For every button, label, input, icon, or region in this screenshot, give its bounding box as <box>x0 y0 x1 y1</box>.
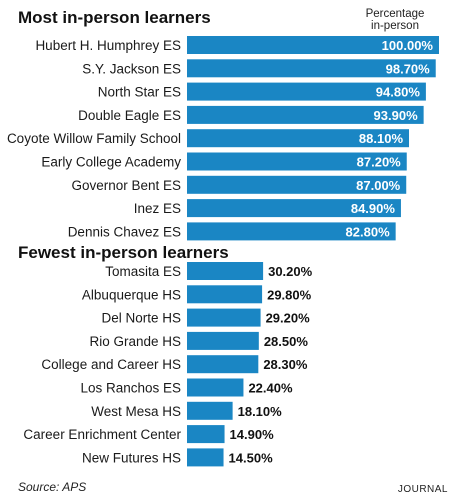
category-label: Del Norte HS <box>101 311 181 326</box>
bar <box>187 402 233 420</box>
category-label: Career Enrichment Center <box>23 427 181 442</box>
category-label: S.Y. Jackson ES <box>82 61 181 76</box>
value-label: 82.80% <box>346 224 391 239</box>
value-label: 84.90% <box>351 201 396 216</box>
value-label: 30.20% <box>268 264 313 279</box>
category-label: Governor Bent ES <box>71 178 181 193</box>
value-label: 14.50% <box>229 450 274 465</box>
value-label: 29.80% <box>267 287 312 302</box>
source-note: Source: APS <box>18 480 86 494</box>
value-label: 87.00% <box>356 178 401 193</box>
value-label: 88.10% <box>359 131 404 146</box>
category-label: Double Eagle ES <box>78 108 181 123</box>
value-label: 14.90% <box>230 427 275 442</box>
value-label: 94.80% <box>376 85 421 100</box>
category-label: Coyote Willow Family School <box>7 131 181 146</box>
category-label: Early College Academy <box>41 155 181 170</box>
bar <box>187 309 261 327</box>
value-label: 87.20% <box>357 155 402 170</box>
bar <box>187 379 243 397</box>
category-label: Inez ES <box>134 201 181 216</box>
value-label: 98.70% <box>386 61 431 76</box>
category-label: Hubert H. Humphrey ES <box>35 38 181 53</box>
category-label: Rio Grande HS <box>89 334 181 349</box>
value-label: 22.40% <box>248 381 293 396</box>
value-label: 100.00% <box>382 38 434 53</box>
category-label: North Star ES <box>98 85 181 100</box>
value-label: 28.30% <box>263 357 308 372</box>
category-label: Los Ranchos ES <box>80 381 181 396</box>
category-label: New Futures HS <box>82 450 181 465</box>
category-label: Tomasita ES <box>105 264 181 279</box>
value-label: 18.10% <box>238 404 283 419</box>
bar <box>187 425 225 443</box>
value-label: 28.50% <box>264 334 309 349</box>
publisher-brand: JOURNAL <box>398 484 448 495</box>
bar <box>187 355 258 373</box>
category-label: Dennis Chavez ES <box>68 224 181 239</box>
category-label: Albuquerque HS <box>82 287 181 302</box>
bar <box>187 332 259 350</box>
bar <box>187 285 262 303</box>
category-label: West Mesa HS <box>91 404 181 419</box>
value-label: 93.90% <box>374 108 419 123</box>
bar <box>187 448 224 466</box>
value-label: 29.20% <box>266 311 311 326</box>
bar <box>187 262 263 280</box>
category-label: College and Career HS <box>41 357 181 372</box>
